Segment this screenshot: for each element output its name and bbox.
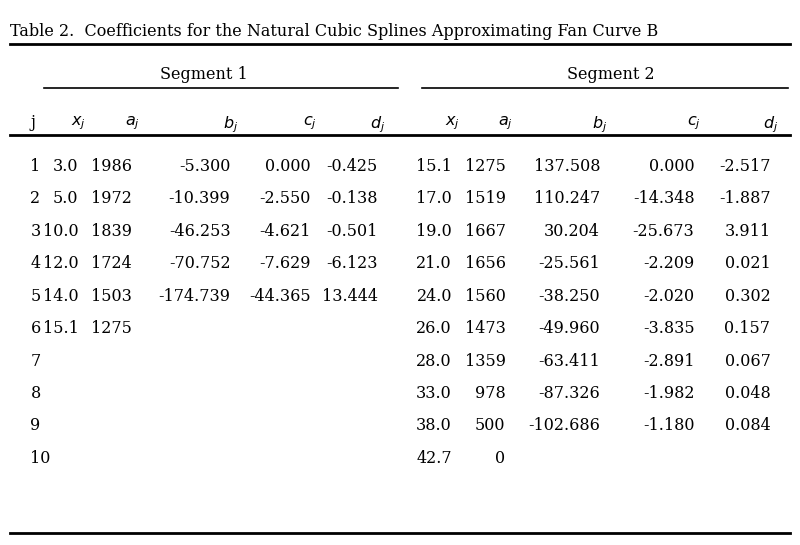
Text: 0.084: 0.084	[725, 417, 770, 434]
Text: -5.300: -5.300	[179, 158, 230, 175]
Text: 1359: 1359	[465, 353, 506, 370]
Text: -46.253: -46.253	[169, 223, 230, 240]
Text: $x_j$: $x_j$	[445, 114, 459, 132]
Text: $a_j$: $a_j$	[125, 114, 139, 132]
Text: 42.7: 42.7	[416, 450, 452, 467]
Text: 3: 3	[30, 223, 41, 240]
Text: -87.326: -87.326	[538, 385, 600, 402]
Text: -6.123: -6.123	[326, 255, 378, 272]
Text: $b_j$: $b_j$	[592, 114, 608, 135]
Text: -10.399: -10.399	[169, 191, 230, 208]
Text: -1.887: -1.887	[718, 191, 770, 208]
Text: -2.209: -2.209	[643, 255, 694, 272]
Text: -1.180: -1.180	[643, 417, 694, 434]
Text: $x_j$: $x_j$	[71, 114, 86, 132]
Text: 10: 10	[30, 450, 50, 467]
Text: 6: 6	[30, 320, 41, 337]
Text: 1275: 1275	[465, 158, 506, 175]
Text: -0.501: -0.501	[326, 223, 378, 240]
Text: 5.0: 5.0	[53, 191, 78, 208]
Text: 0.021: 0.021	[725, 255, 770, 272]
Text: 5: 5	[30, 288, 41, 305]
Text: 2: 2	[30, 191, 41, 208]
Text: 1972: 1972	[91, 191, 132, 208]
Text: 0.000: 0.000	[265, 158, 310, 175]
Text: 24.0: 24.0	[417, 288, 452, 305]
Text: -70.752: -70.752	[169, 255, 230, 272]
Text: 8: 8	[30, 385, 41, 402]
Text: 0.157: 0.157	[725, 320, 770, 337]
Text: Segment 1: Segment 1	[160, 66, 248, 83]
Text: Table 2.  Coefficients for the Natural Cubic Splines Approximating Fan Curve B: Table 2. Coefficients for the Natural Cu…	[10, 23, 658, 40]
Text: -2.517: -2.517	[719, 158, 770, 175]
Text: 1519: 1519	[465, 191, 506, 208]
Text: 3.911: 3.911	[724, 223, 770, 240]
Text: 19.0: 19.0	[416, 223, 452, 240]
Text: 17.0: 17.0	[416, 191, 452, 208]
Text: 1560: 1560	[465, 288, 506, 305]
Text: j: j	[30, 114, 35, 131]
Text: 0.000: 0.000	[649, 158, 694, 175]
Text: $c_j$: $c_j$	[303, 114, 318, 132]
Text: 500: 500	[475, 417, 506, 434]
Text: 3.0: 3.0	[53, 158, 78, 175]
Text: 38.0: 38.0	[416, 417, 452, 434]
Text: -1.982: -1.982	[643, 385, 694, 402]
Text: 1: 1	[30, 158, 41, 175]
Text: -14.348: -14.348	[633, 191, 694, 208]
Text: -44.365: -44.365	[249, 288, 310, 305]
Text: $d_j$: $d_j$	[762, 114, 778, 135]
Text: $d_j$: $d_j$	[370, 114, 386, 135]
Text: 1275: 1275	[91, 320, 132, 337]
Text: -25.673: -25.673	[633, 223, 694, 240]
Text: 4: 4	[30, 255, 41, 272]
Text: 1503: 1503	[91, 288, 132, 305]
Text: -2.550: -2.550	[259, 191, 310, 208]
Text: -3.835: -3.835	[642, 320, 694, 337]
Text: -174.739: -174.739	[158, 288, 230, 305]
Text: 15.1: 15.1	[42, 320, 78, 337]
Text: Segment 2: Segment 2	[567, 66, 655, 83]
Text: 26.0: 26.0	[416, 320, 452, 337]
Text: 0.302: 0.302	[725, 288, 770, 305]
Text: 28.0: 28.0	[416, 353, 452, 370]
Text: -7.629: -7.629	[259, 255, 310, 272]
Text: 110.247: 110.247	[534, 191, 600, 208]
Text: -0.138: -0.138	[326, 191, 378, 208]
Text: 1839: 1839	[91, 223, 132, 240]
Text: 1724: 1724	[91, 255, 132, 272]
Text: 1667: 1667	[465, 223, 506, 240]
Text: 7: 7	[30, 353, 41, 370]
Text: -63.411: -63.411	[538, 353, 600, 370]
Text: 0.048: 0.048	[725, 385, 770, 402]
Text: 21.0: 21.0	[416, 255, 452, 272]
Text: -2.891: -2.891	[643, 353, 694, 370]
Text: $b_j$: $b_j$	[222, 114, 238, 135]
Text: 0.067: 0.067	[725, 353, 770, 370]
Text: $a_j$: $a_j$	[498, 114, 513, 132]
Text: -38.250: -38.250	[538, 288, 600, 305]
Text: -25.561: -25.561	[538, 255, 600, 272]
Text: 12.0: 12.0	[42, 255, 78, 272]
Text: -49.960: -49.960	[538, 320, 600, 337]
Text: $c_j$: $c_j$	[687, 114, 702, 132]
Text: 14.0: 14.0	[42, 288, 78, 305]
Text: 978: 978	[475, 385, 506, 402]
Text: -2.020: -2.020	[643, 288, 694, 305]
Text: 1986: 1986	[91, 158, 132, 175]
Text: -4.621: -4.621	[259, 223, 310, 240]
Text: 0: 0	[495, 450, 506, 467]
Text: -0.425: -0.425	[326, 158, 378, 175]
Text: 13.444: 13.444	[322, 288, 378, 305]
Text: 15.1: 15.1	[416, 158, 452, 175]
Text: 1656: 1656	[465, 255, 506, 272]
Text: 9: 9	[30, 417, 41, 434]
Text: -102.686: -102.686	[528, 417, 600, 434]
Text: 10.0: 10.0	[42, 223, 78, 240]
Text: 33.0: 33.0	[416, 385, 452, 402]
Text: 137.508: 137.508	[534, 158, 600, 175]
Text: 30.204: 30.204	[544, 223, 600, 240]
Text: 1473: 1473	[465, 320, 506, 337]
